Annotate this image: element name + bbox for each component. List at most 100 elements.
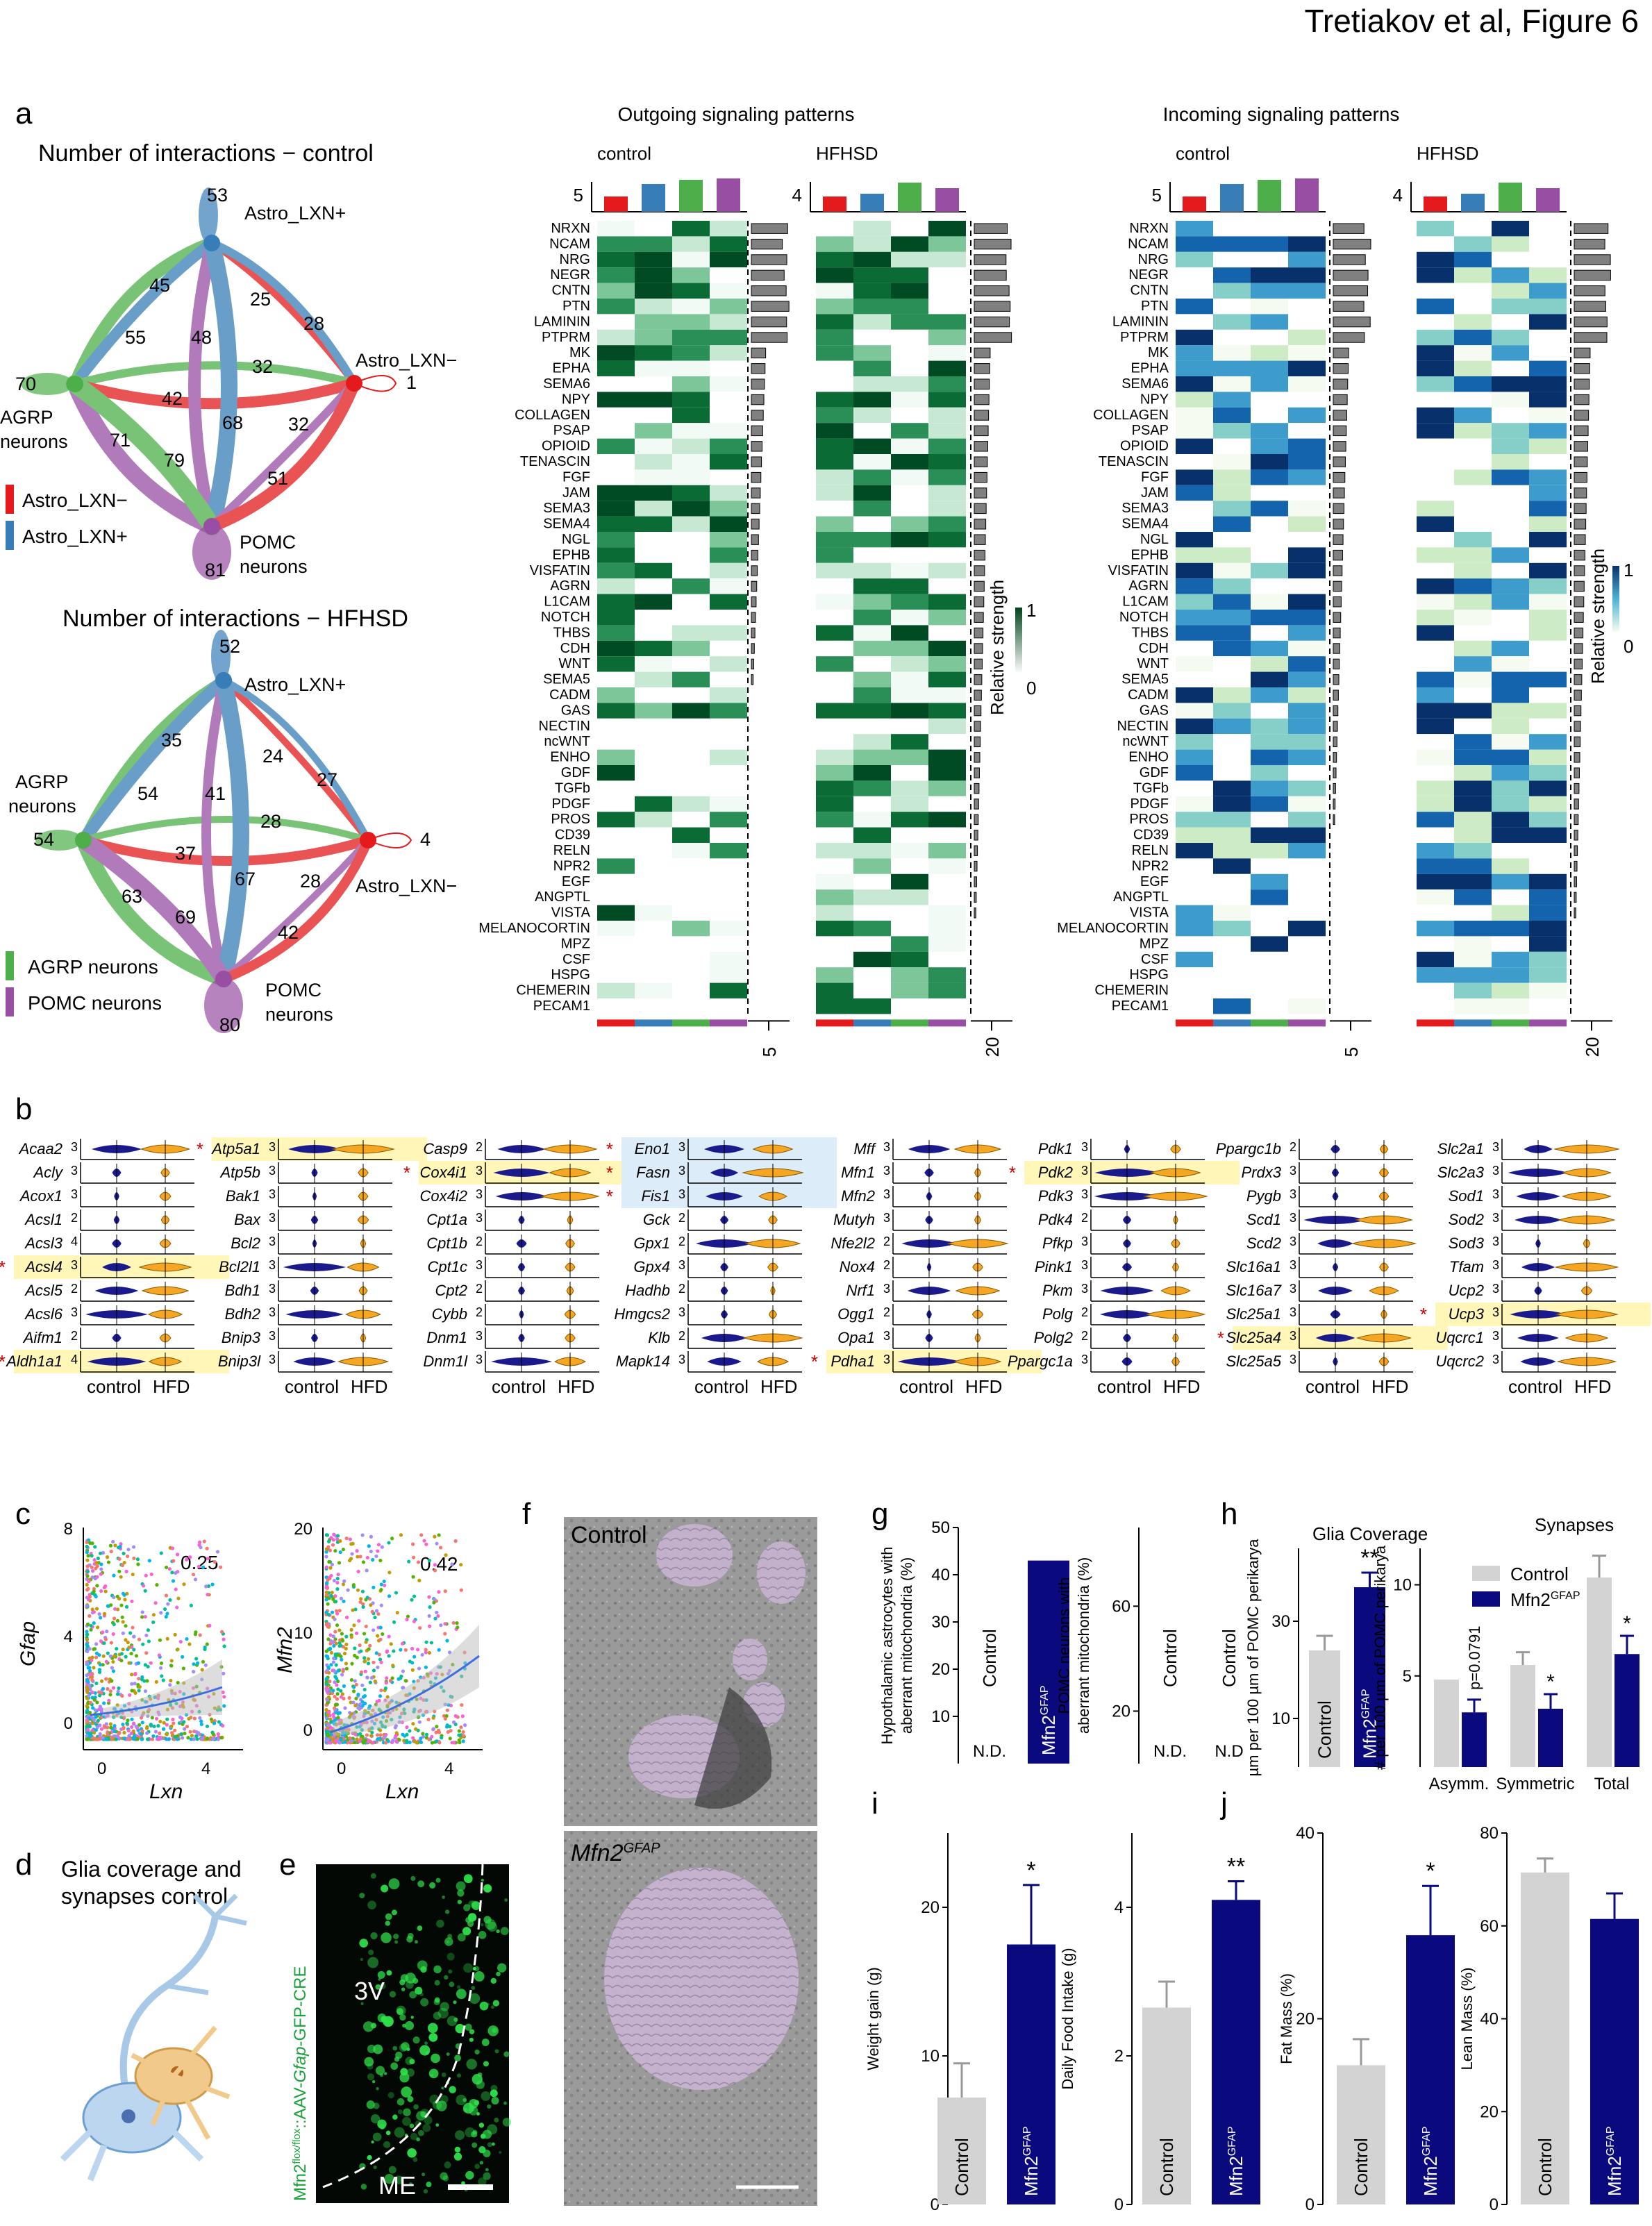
scatter-point [106, 1737, 111, 1741]
pathway-label: CADM [549, 687, 590, 703]
heatmap-cell [1454, 314, 1492, 330]
heatmap-cell [1492, 329, 1529, 346]
scatter-point [130, 1682, 134, 1686]
node-label-astro-pos: Astro_LXN+ [244, 203, 346, 224]
scatter-point [85, 1711, 89, 1715]
gene-label: Pdk1 [1038, 1140, 1073, 1157]
heatmap-cell [672, 687, 710, 703]
scatter-point [144, 1651, 149, 1655]
heatmap-side-bar [1333, 301, 1365, 312]
gene-label: Acaa2 [18, 1140, 62, 1157]
gene-max: 2 [71, 1282, 78, 1296]
heatmap-side-bar [751, 627, 756, 639]
y-tick-label: 40 [931, 1566, 950, 1584]
legend-gradient-blue [1612, 566, 1619, 632]
heatmap-cell [710, 936, 747, 952]
panel-label-j: j [1219, 1786, 1228, 1821]
heatmap-cell [1529, 454, 1567, 470]
heatmap-group-bar [1183, 196, 1206, 212]
heatmap-cell [891, 796, 928, 812]
heatmap-cell [1417, 749, 1454, 765]
heatmap-cell [816, 454, 853, 470]
gene-label: Acly [32, 1164, 64, 1181]
scatter-point [453, 1714, 458, 1718]
gene-label: Casp9 [423, 1140, 467, 1157]
gene-label: Aldh1a1 [5, 1353, 62, 1370]
fluorescent-cell [431, 2053, 440, 2064]
scatter-point [435, 1610, 439, 1614]
scatter-point [205, 1642, 209, 1646]
heatmap-cell [635, 827, 672, 843]
fluorescent-cell [422, 2124, 431, 2132]
heatmap-cell [1288, 734, 1326, 750]
heatmap-cell [1417, 345, 1454, 361]
scatter-point [407, 1559, 411, 1564]
heatmap-cell [1417, 438, 1454, 454]
gene-label: Acsl5 [24, 1282, 63, 1299]
heatmap-cell [1492, 283, 1529, 299]
heatmap-cell [853, 251, 891, 268]
heatmap-side-bar [1333, 814, 1335, 826]
heatmap-cell [710, 547, 747, 563]
heatmap-side-bar [1333, 285, 1369, 296]
heatmap-cell [635, 734, 672, 750]
scatter-point [349, 1700, 353, 1705]
scatter-point [95, 1700, 99, 1705]
heatmap-cell [635, 532, 672, 548]
scatter-point [192, 1737, 197, 1741]
heatmap-cell [928, 267, 966, 283]
heatmap-cell [1529, 594, 1567, 610]
bar-label-mfn2: Mfn2GFAP [1420, 2127, 1441, 2197]
scatter-point [356, 1706, 360, 1710]
scatter-point [99, 1727, 104, 1731]
heatmap-side-bar [1333, 347, 1349, 359]
heatmap-cell [672, 267, 710, 283]
scatter-point [130, 1673, 134, 1677]
scatter-point [122, 1560, 126, 1565]
heatmap-side-bar [1333, 269, 1369, 281]
scatter-point [335, 1679, 340, 1684]
heatmap-cell [1213, 501, 1251, 517]
scatter-point [183, 1727, 187, 1731]
heatmap-cell [672, 236, 710, 252]
scatter-point [405, 1617, 409, 1622]
scatter-point [168, 1683, 172, 1687]
heatmap-cell [1213, 812, 1251, 828]
heatmap-cell [597, 329, 635, 346]
scatter-point [335, 1676, 339, 1681]
scatter-point [112, 1595, 116, 1600]
scatter-point [342, 1579, 347, 1583]
scatter-point [420, 1652, 424, 1657]
scatter-point [325, 1580, 329, 1585]
y-tick-label: 0 [931, 2195, 940, 2214]
heatmap-cell [1288, 594, 1326, 610]
scatter-point [196, 1661, 200, 1665]
scatter-point [162, 1607, 167, 1612]
heatmap-cell [597, 469, 635, 485]
scatter-point [387, 1654, 391, 1658]
scatter-point [335, 1576, 340, 1581]
edge-label: 28 [303, 313, 324, 334]
heatmap-cell [1213, 283, 1251, 299]
heatmap-cell [1492, 796, 1529, 812]
scatter-point [343, 1740, 347, 1744]
scatter-point [187, 1642, 192, 1646]
scatter-point [348, 1537, 352, 1541]
scatter-point [137, 1723, 142, 1727]
pathway-label: TENASCIN [520, 454, 590, 469]
edge-label: 71 [110, 430, 131, 451]
gene-label: Klb [648, 1329, 670, 1346]
heatmap-cell [1176, 858, 1213, 874]
heatmap-cell [928, 360, 966, 376]
bar [1212, 1900, 1260, 2204]
scatter-point [85, 1637, 90, 1641]
heatmap-cell [672, 454, 710, 470]
heatmap-cell [1251, 625, 1288, 641]
heatmap-cell [1454, 967, 1492, 983]
heatmap-side-bar [974, 658, 983, 670]
scatter-point [173, 1728, 177, 1732]
heatmap-cell [1176, 221, 1213, 237]
scatter-point [150, 1737, 155, 1741]
heatmap-cell [1417, 267, 1454, 283]
scatter-point [370, 1609, 374, 1614]
